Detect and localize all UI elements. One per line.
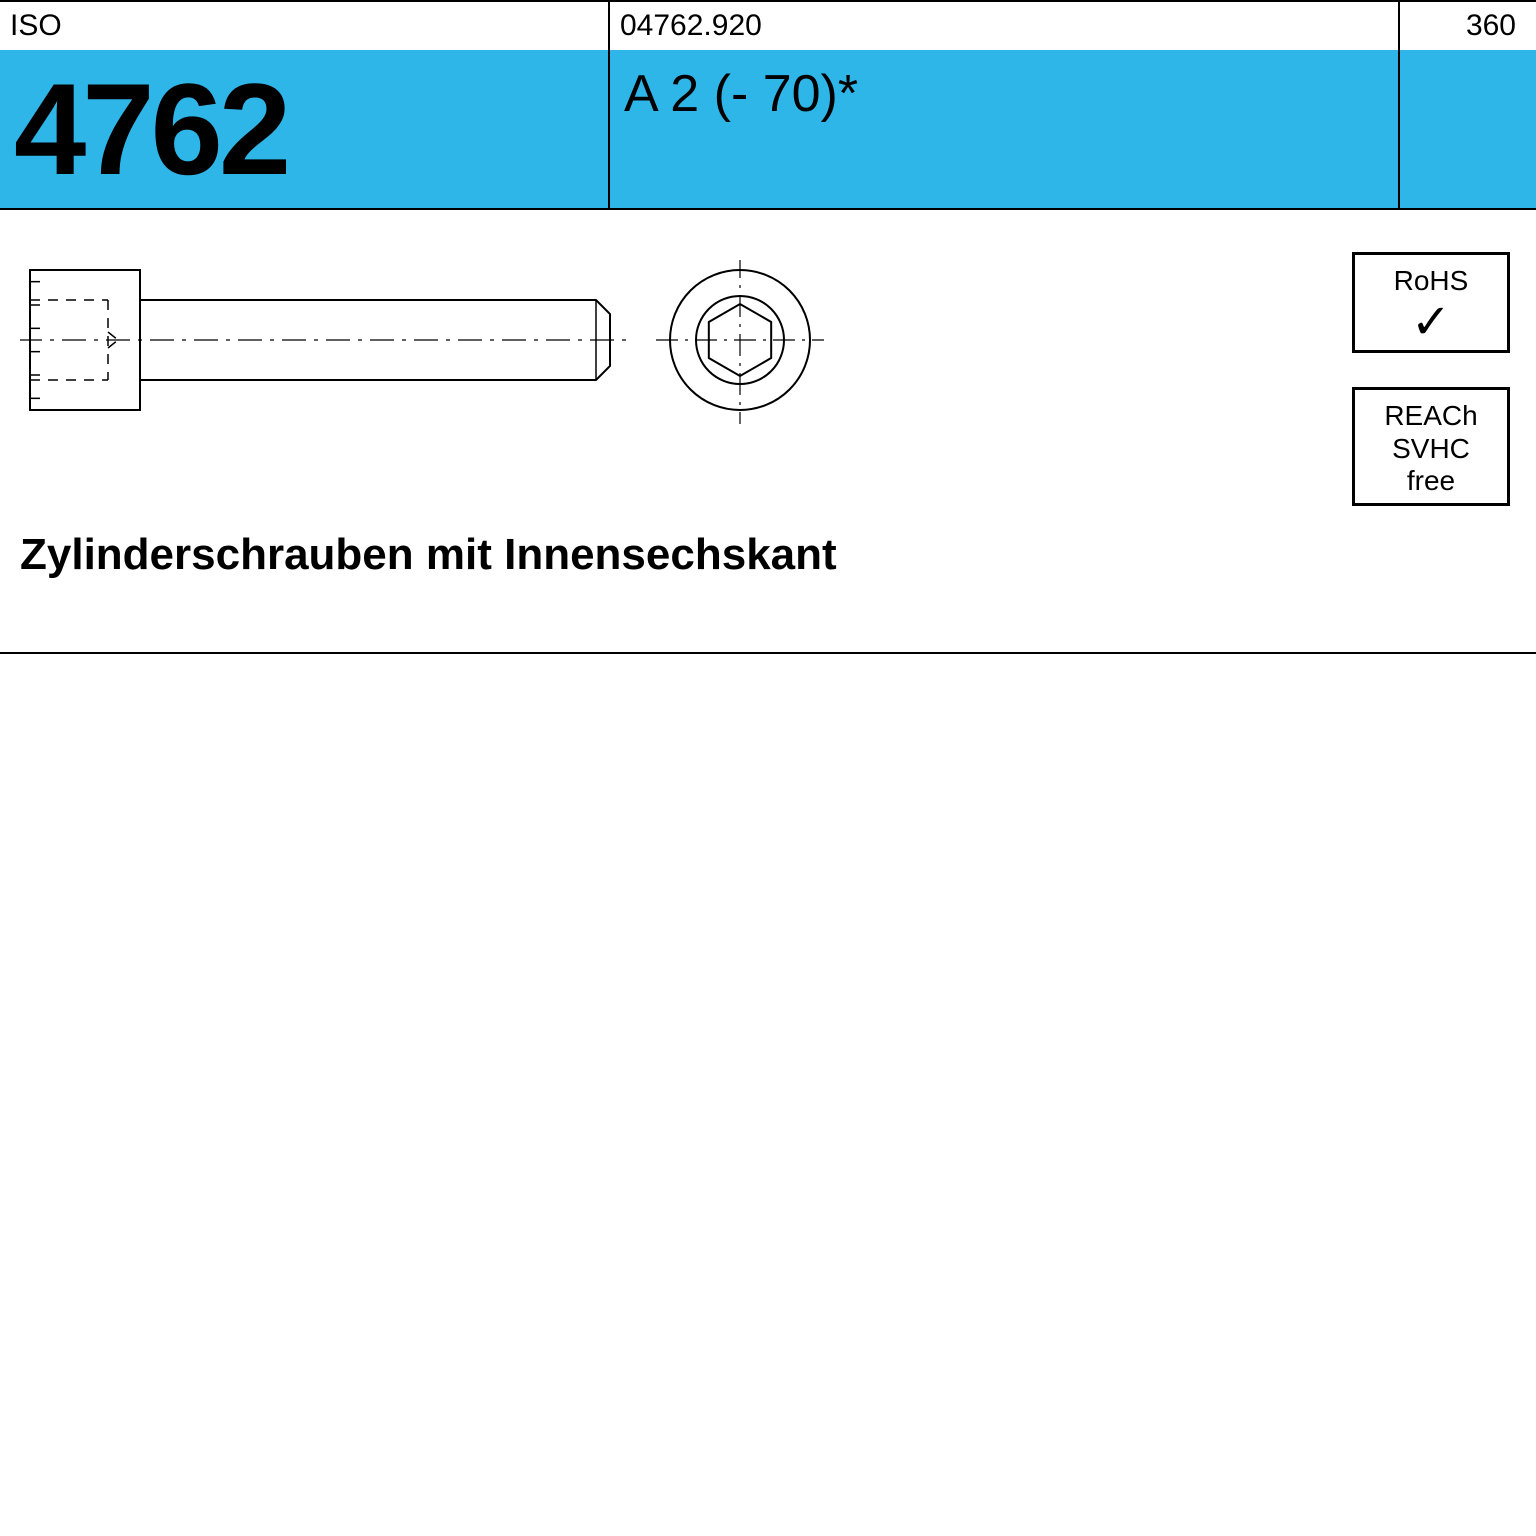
rohs-badge: RoHS ✓ <box>1352 252 1510 353</box>
spec-row: 4762 A 2 (- 70)* <box>0 50 1536 210</box>
content-area: Zylinderschrauben mit Innensechskant RoH… <box>0 210 1536 650</box>
spec-number: 4762 <box>14 58 287 194</box>
header-code-text: 04762.920 <box>620 9 762 43</box>
rohs-label: RoHS <box>1394 265 1469 297</box>
spec-empty-cell <box>1400 50 1536 208</box>
screw-diagram-svg <box>20 260 840 430</box>
header-right: 360 <box>1400 2 1536 50</box>
check-icon: ✓ <box>1411 301 1451 344</box>
compliance-badges: RoHS ✓ REACh SVHC free <box>1352 252 1510 506</box>
spec-number-cell: 4762 <box>0 50 610 208</box>
reach-line2: SVHC <box>1392 433 1470 465</box>
product-description: Zylinderschrauben mit Innensechskant <box>20 530 837 580</box>
section-divider <box>0 652 1536 654</box>
reach-badge: REACh SVHC free <box>1352 387 1510 506</box>
spec-material-cell: A 2 (- 70)* <box>610 50 1400 208</box>
header-code: 04762.920 <box>610 2 1400 50</box>
screw-diagram <box>20 260 840 435</box>
header-standard-text: ISO <box>10 9 62 43</box>
header-right-text: 360 <box>1466 9 1516 43</box>
spec-material: A 2 (- 70)* <box>624 58 858 124</box>
header-row: ISO 04762.920 360 <box>0 0 1536 50</box>
reach-line1: REACh <box>1384 400 1477 432</box>
header-standard: ISO <box>0 2 610 50</box>
reach-line3: free <box>1407 465 1455 497</box>
